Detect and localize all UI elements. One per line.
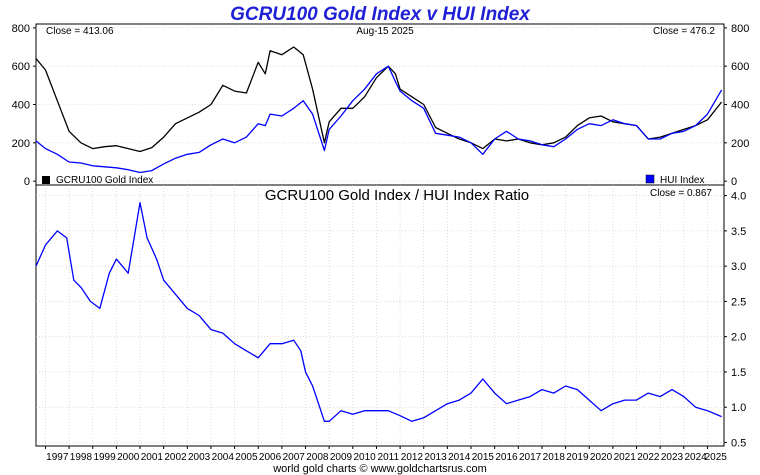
x-tick-label: 2014 bbox=[448, 452, 471, 463]
top-left-tick-label: 200 bbox=[12, 138, 30, 150]
footer-credit: world gold charts © www.goldchartsrus.co… bbox=[272, 463, 487, 475]
x-tick-label: 1997 bbox=[46, 452, 69, 463]
x-tick-label: 2007 bbox=[283, 452, 306, 463]
legend-gcru100-swatch bbox=[42, 176, 50, 184]
x-tick-label: 2020 bbox=[590, 452, 613, 463]
x-tick-label: 2022 bbox=[637, 452, 660, 463]
bottom-panel-right-axis: 0.5 1.0 1.5 2.0 2.5 3.0 3.5 4.0 bbox=[724, 191, 746, 449]
x-tick-label: 2009 bbox=[330, 452, 353, 463]
bottom-panel-frame bbox=[35, 184, 725, 447]
x-tick-label: 2015 bbox=[472, 452, 495, 463]
bottom-right-tick-label: 1.5 bbox=[731, 367, 746, 379]
left-close-label: Close = 413.06 bbox=[46, 26, 114, 37]
top-left-tick-label: 600 bbox=[12, 61, 30, 73]
x-tick-label: 1999 bbox=[93, 452, 116, 463]
bottom-panel-series bbox=[35, 201, 722, 422]
x-tick-label: 2011 bbox=[378, 452, 400, 463]
top-right-tick-label: 400 bbox=[731, 100, 749, 112]
x-tick-label: 2012 bbox=[401, 452, 424, 463]
x-tick-label: 2000 bbox=[117, 452, 140, 463]
top-panel-series bbox=[35, 46, 723, 174]
legend-hui-swatch bbox=[645, 174, 655, 184]
top-left-tick-label: 800 bbox=[12, 23, 30, 35]
date-label: Aug-15 2025 bbox=[356, 26, 414, 37]
x-tick-label: 2018 bbox=[543, 452, 566, 463]
bottom-right-tick-label: 3.0 bbox=[731, 261, 746, 273]
bottom-right-tick-label: 4.0 bbox=[731, 191, 746, 203]
x-tick-label: 2016 bbox=[495, 452, 518, 463]
top-panel-right-axis: 0 200 400 600 800 bbox=[724, 23, 749, 188]
x-tick-label: 2010 bbox=[354, 452, 377, 463]
x-tick-label: 2017 bbox=[519, 452, 542, 463]
x-tick-label: 2008 bbox=[306, 452, 329, 463]
bottom-right-tick-label: 3.5 bbox=[731, 226, 746, 238]
top-panel-left-axis: 0 200 400 600 800 bbox=[12, 23, 36, 188]
ratio-chart-title: GCRU100 Gold Index / HUI Index Ratio bbox=[265, 187, 529, 204]
x-tick-label: 2003 bbox=[188, 452, 211, 463]
ratio-series-line bbox=[35, 201, 722, 422]
x-tick-label: 2019 bbox=[566, 452, 589, 463]
legend-hui-label: HUI Index bbox=[660, 175, 704, 186]
x-tick-label: 2005 bbox=[235, 452, 258, 463]
x-tick-label: 2013 bbox=[424, 452, 447, 463]
gcru100-series-line bbox=[35, 46, 723, 153]
top-right-tick-label: 0 bbox=[731, 176, 737, 188]
top-panel-frame bbox=[35, 23, 725, 186]
x-tick-label: 2025 bbox=[705, 452, 728, 463]
x-tick-label: 2004 bbox=[212, 452, 235, 463]
x-tick-label: 2024 bbox=[685, 452, 708, 463]
x-tick-label: 2001 bbox=[141, 452, 164, 463]
bottom-right-tick-label: 2.5 bbox=[731, 296, 746, 308]
top-right-tick-label: 200 bbox=[731, 138, 749, 150]
x-tick-label: 2002 bbox=[164, 452, 187, 463]
bottom-right-tick-label: 0.5 bbox=[731, 437, 746, 449]
right-close-label: Close = 476.2 bbox=[653, 26, 715, 37]
legend-gcru100-label: GCRU100 Gold Index bbox=[56, 175, 153, 186]
bottom-panel-grid bbox=[36, 185, 724, 446]
top-right-tick-label: 600 bbox=[731, 61, 749, 73]
bottom-panel-x-axis: 1997 1998 1999 2000 2001 2002 2003 2004 2005 2006… bbox=[44, 446, 728, 463]
top-left-tick-label: 0 bbox=[24, 176, 30, 188]
top-panel-grid bbox=[36, 27, 724, 182]
x-tick-label: 1998 bbox=[70, 452, 93, 463]
bottom-right-tick-label: 2.0 bbox=[731, 332, 746, 344]
bottom-right-tick-label: 1.0 bbox=[731, 402, 746, 414]
x-tick-label: 2021 bbox=[614, 452, 637, 463]
chart-title: GCRU100 Gold Index v HUI Index bbox=[230, 4, 531, 25]
x-tick-label: 2023 bbox=[661, 452, 684, 463]
ratio-close-label: Close = 0.867 bbox=[650, 188, 712, 199]
top-left-tick-label: 400 bbox=[12, 100, 30, 112]
top-right-tick-label: 800 bbox=[731, 23, 749, 35]
x-tick-label: 2006 bbox=[259, 452, 282, 463]
hui-series-line bbox=[35, 65, 723, 174]
